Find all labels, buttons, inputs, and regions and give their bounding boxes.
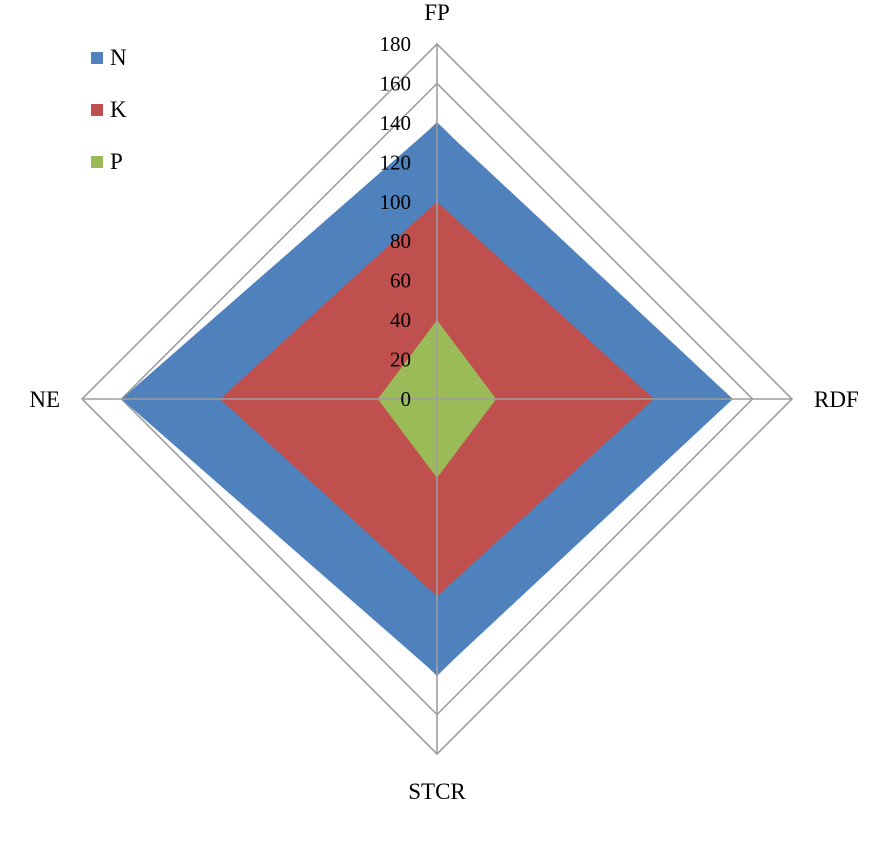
legend-label-N: N <box>110 45 127 70</box>
axis-label-NE: NE <box>29 387 60 412</box>
tick-label: 160 <box>380 71 412 95</box>
axis-labels: FP RDF STCR NE <box>29 0 858 804</box>
legend: N K P <box>91 45 127 174</box>
tick-label: 120 <box>380 150 412 174</box>
spokes <box>82 44 792 754</box>
legend-swatch-P <box>91 156 103 168</box>
legend-swatch-N <box>91 52 103 64</box>
legend-label-P: P <box>110 149 123 174</box>
legend-swatch-K <box>91 104 103 116</box>
tick-label: 0 <box>401 387 412 411</box>
axis-label-FP: FP <box>424 0 450 25</box>
tick-label: 60 <box>390 269 411 293</box>
tick-label: 40 <box>390 308 411 332</box>
tick-label: 80 <box>390 229 411 253</box>
tick-label: 140 <box>380 111 412 135</box>
radial-tick-labels: 0 20 40 60 80 100 120 140 160 180 <box>380 32 412 411</box>
tick-label: 100 <box>380 190 412 214</box>
axis-label-RDF: RDF <box>814 387 859 412</box>
tick-label: 20 <box>390 348 411 372</box>
legend-label-K: K <box>110 97 127 122</box>
tick-label: 180 <box>380 32 412 56</box>
axis-label-STCR: STCR <box>408 779 466 804</box>
